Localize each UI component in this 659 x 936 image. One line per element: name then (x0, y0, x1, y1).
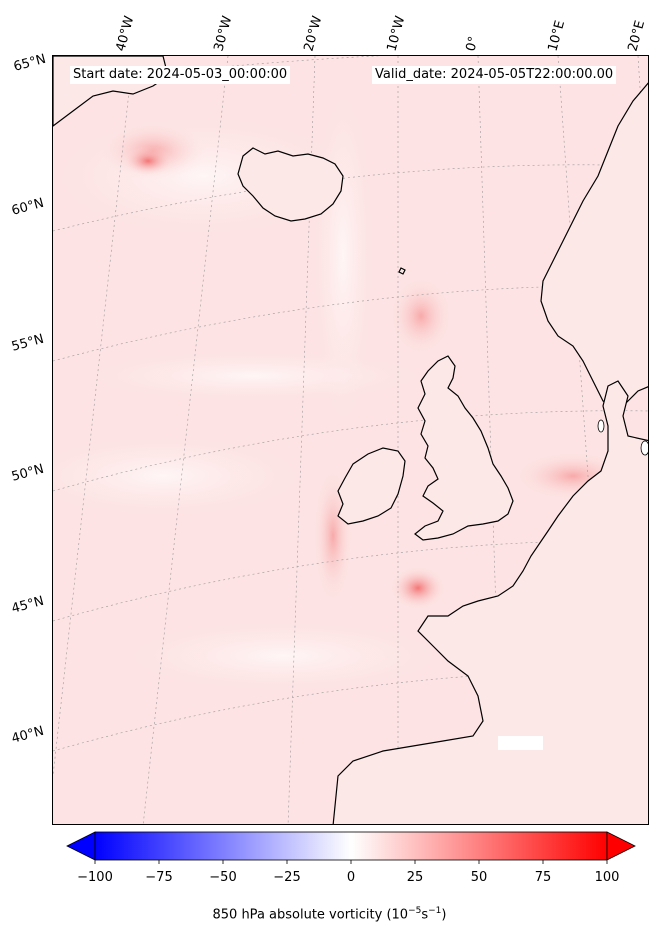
colorbar-tick-label: 100 (594, 870, 620, 885)
field-streak (83, 351, 423, 401)
colorbar-label-unit: s (421, 907, 429, 923)
colorbar-tick-label: 75 (534, 870, 552, 885)
vorticity-maximum (390, 566, 446, 610)
parallel-50n (53, 410, 648, 492)
colorbar (66, 831, 636, 864)
colorbar-tick-label: −25 (273, 870, 301, 885)
vorticity-maximum (389, 276, 453, 356)
colorbar-tick-label: 50 (470, 870, 488, 885)
colorbar-tick-marks (94, 860, 608, 864)
valid-date-label: Valid_date: 2024-05-05T22:00:00.00 (372, 66, 617, 84)
colorbar-gradient (94, 831, 608, 861)
colorbar-min-extend (66, 831, 96, 861)
vorticity-maximum (123, 146, 173, 176)
colorbar-tick-label: 0 (346, 870, 356, 885)
meridian-0 (477, 56, 504, 824)
colorbar-tick-label: 25 (406, 870, 424, 885)
lake (640, 440, 648, 456)
field-blank-patch (498, 736, 543, 750)
colorbar-label-end: ) (441, 907, 447, 923)
parallel-65n (53, 56, 381, 87)
colorbar-tick-label: −100 (77, 870, 113, 885)
meridian-30w (142, 56, 229, 824)
parallel-60n (53, 164, 648, 232)
meridian-20w (287, 56, 316, 824)
lake (597, 419, 605, 433)
field-streak (123, 621, 443, 691)
iceland-coast (237, 147, 344, 222)
colorbar-tick-label: −50 (209, 870, 237, 885)
colorbar-label: 850 hPa absolute vorticity (10−5s−1) (0, 906, 659, 922)
great-britain-coast (414, 355, 514, 541)
europe-coast (332, 380, 648, 824)
graticule (53, 56, 648, 824)
colorbar-label-exponent: −1 (428, 906, 442, 916)
meridian-40w (53, 56, 134, 777)
colorbar-label-text: 850 hPa absolute vorticity (10 (212, 907, 409, 923)
field-streak (53, 436, 303, 516)
scandinavia-coast (540, 82, 648, 412)
meridian-10e (557, 56, 614, 824)
faroe-coast (398, 267, 406, 275)
map-panel (52, 55, 649, 825)
colorbar-tick-label: −75 (145, 870, 173, 885)
vorticity-map (53, 56, 648, 824)
colorbar-max-extend (606, 831, 636, 861)
lakes (597, 419, 648, 456)
start-date-label: Start date: 2024-05-03_00:00:00 (70, 66, 291, 84)
ireland-coast (337, 447, 406, 525)
colorbar-label-exponent: −5 (408, 906, 422, 916)
